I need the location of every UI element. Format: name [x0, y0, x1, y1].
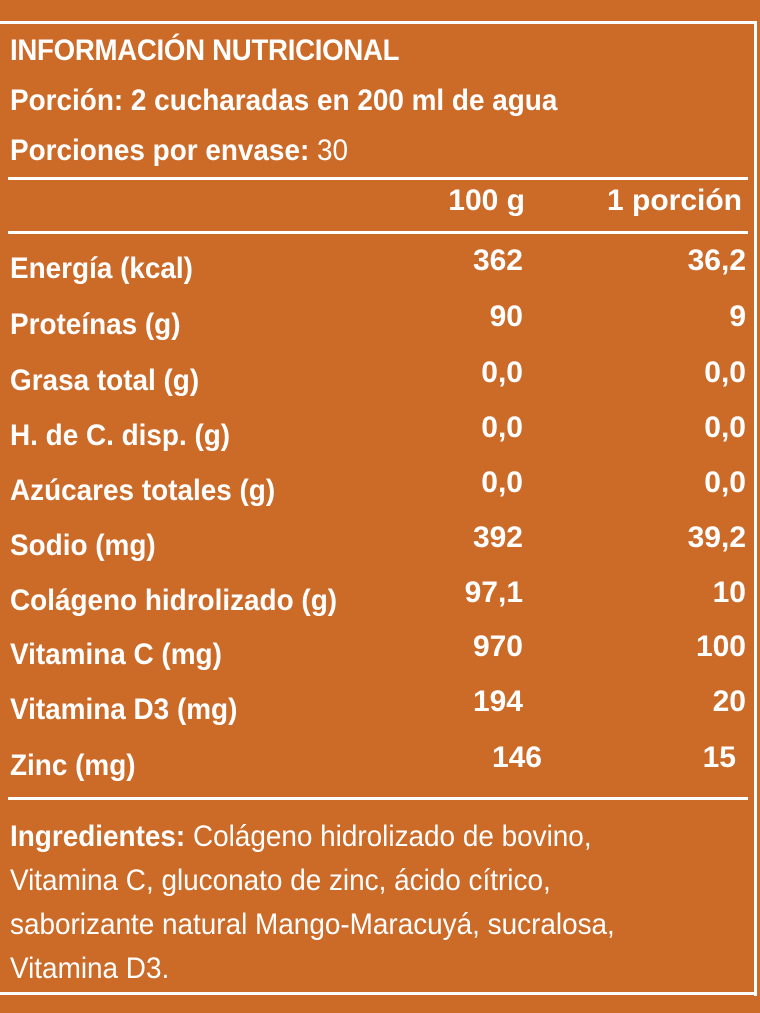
- nutrient-name: Sodio (mg): [10, 529, 156, 562]
- table-row: Azúcares totales (g) 0,0 0,0: [0, 466, 760, 514]
- nutrient-name: H. de C. disp. (g): [10, 419, 231, 452]
- value-per-serving: 0,0: [704, 356, 746, 389]
- value-per-serving: 39,2: [687, 521, 746, 554]
- nutrient-name: Colágeno hidrolizado (g): [10, 584, 338, 617]
- value-per-100g: 90: [489, 300, 523, 333]
- value-per-serving: 100: [695, 630, 746, 663]
- ingredients-text: Colágeno hidrolizado de bovino, Vitamina…: [10, 820, 615, 985]
- table-row: Grasa total (g) 0,0 0,0: [0, 356, 760, 404]
- frame-top-border: [0, 21, 757, 24]
- nutrient-name: Vitamina D3 (mg): [10, 693, 238, 726]
- value-per-serving: 20: [712, 685, 746, 718]
- nutrient-name: Proteínas (g): [10, 308, 181, 341]
- value-per-100g: 392: [472, 521, 523, 554]
- nutrient-name: Energía (kcal): [10, 252, 193, 285]
- value-per-serving: 0,0: [704, 466, 746, 499]
- value-per-serving: 9: [729, 300, 746, 333]
- divider-top: [8, 177, 748, 180]
- servings-per-container-label: Porciones por envase:: [10, 134, 310, 167]
- label-title: INFORMACIÓN NUTRICIONAL: [10, 34, 400, 67]
- value-per-100g: 97,1: [464, 576, 523, 609]
- frame-bottom-border: [0, 992, 757, 995]
- nutrient-name: Grasa total (g): [10, 364, 200, 397]
- value-per-100g: 362: [472, 244, 523, 277]
- value-per-serving: 36,2: [687, 244, 746, 277]
- value-per-serving: 0,0: [704, 411, 746, 444]
- frame-right-border: [754, 21, 757, 996]
- table-row: Proteínas (g) 90 9: [0, 300, 760, 348]
- column-header-100g: 100 g: [448, 184, 525, 217]
- ingredients: Ingredientes: Colágeno hidrolizado de bo…: [10, 815, 652, 991]
- nutrient-name: Azúcares totales (g): [10, 474, 276, 507]
- servings-per-container: Porciones por envase: 30: [10, 134, 348, 168]
- table-row: Sodio (mg) 392 39,2: [0, 521, 760, 569]
- value-per-100g: 0,0: [481, 411, 523, 444]
- nutrient-name: Zinc (mg): [10, 749, 136, 782]
- value-per-100g: 146: [491, 741, 542, 774]
- table-row: Colágeno hidrolizado (g) 97,1 10: [0, 576, 760, 624]
- divider-header: [8, 231, 748, 234]
- table-row: Zinc (mg) 146 15: [0, 741, 760, 789]
- column-header-per-serving: 1 porción: [606, 184, 742, 217]
- divider-bottom: [8, 797, 748, 800]
- value-per-100g: 0,0: [481, 466, 523, 499]
- table-row: Energía (kcal) 362 36,2: [0, 244, 760, 292]
- servings-per-container-value: 30: [309, 134, 349, 167]
- value-per-100g: 0,0: [481, 356, 523, 389]
- table-row: Vitamina C (mg) 970 100: [0, 630, 760, 678]
- value-per-100g: 194: [472, 685, 523, 718]
- value-per-100g: 970: [472, 630, 523, 663]
- value-per-serving: 15: [702, 741, 736, 774]
- nutrient-name: Vitamina C (mg): [10, 638, 222, 671]
- table-row: H. de C. disp. (g) 0,0 0,0: [0, 411, 760, 459]
- serving-size: Porción: 2 cucharadas en 200 ml de agua: [10, 84, 558, 117]
- value-per-serving: 10: [712, 576, 746, 609]
- ingredients-label: Ingredientes:: [10, 820, 186, 853]
- table-row: Vitamina D3 (mg) 194 20: [0, 685, 760, 733]
